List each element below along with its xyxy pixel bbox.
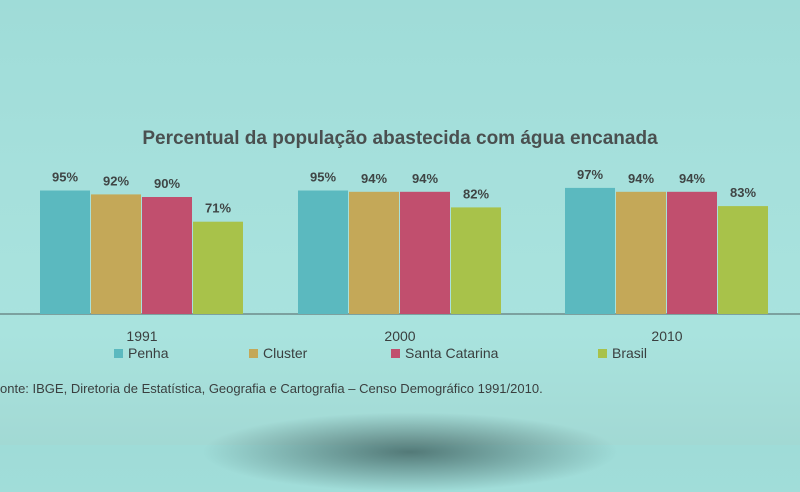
bar-cluster-1991 — [91, 194, 141, 314]
bar-santa-catarina-2010 — [667, 191, 717, 314]
bar-brasil-1991 — [193, 221, 243, 314]
bar-chart: 95% 92% 90% 71% 1991 95% 94% 94% 82% 2000 97% 94% 94… — [0, 167, 800, 361]
bar-brasil-2000 — [451, 207, 501, 314]
tick-label-2000: 2000 — [384, 328, 415, 344]
bar-penha-2000 — [298, 190, 348, 314]
data-label-penha-1991: 95% — [52, 170, 78, 185]
chart-title: Percentual da população abastecida com á… — [142, 128, 658, 149]
data-label-cluster-2010: 94% — [628, 171, 654, 186]
legend-label-santa-catarina: Santa Catarina — [405, 345, 499, 361]
bar-penha-2010 — [565, 187, 615, 314]
bar-cluster-2000 — [349, 191, 399, 314]
legend-label-cluster: Cluster — [263, 345, 308, 361]
data-label-santa-catarina-2000: 94% — [412, 171, 438, 186]
data-label-brasil-2010: 83% — [730, 185, 756, 200]
bar-cluster-2010 — [616, 191, 666, 314]
legend-label-brasil: Brasil — [612, 345, 647, 361]
projector-shadow — [200, 412, 620, 492]
legend-label-penha: Penha — [128, 345, 169, 361]
bar-santa-catarina-2000 — [400, 191, 450, 314]
data-label-santa-catarina-2010: 94% — [679, 171, 705, 186]
legend-swatch-brasil — [598, 349, 607, 358]
data-label-penha-2000: 95% — [310, 170, 336, 185]
data-label-brasil-2000: 82% — [463, 186, 489, 201]
data-label-cluster-1991: 92% — [103, 173, 129, 188]
bar-brasil-2010 — [718, 206, 768, 314]
tick-label-2010: 2010 — [651, 328, 682, 344]
data-label-brasil-1991: 71% — [205, 201, 231, 216]
legend-swatch-cluster — [249, 349, 258, 358]
bar-penha-1991 — [40, 190, 90, 314]
legend-swatch-santa-catarina — [391, 349, 400, 358]
slide: Percentual da população abastecida com á… — [0, 128, 800, 492]
tick-label-1991: 1991 — [126, 328, 157, 344]
legend-swatch-penha — [114, 349, 123, 358]
data-label-santa-catarina-1991: 90% — [154, 176, 180, 191]
source-note: onte: IBGE, Diretoria de Estatística, Ge… — [0, 381, 543, 396]
bar-santa-catarina-1991 — [142, 197, 192, 314]
data-label-penha-2010: 97% — [577, 167, 603, 182]
data-label-cluster-2000: 94% — [361, 171, 387, 186]
